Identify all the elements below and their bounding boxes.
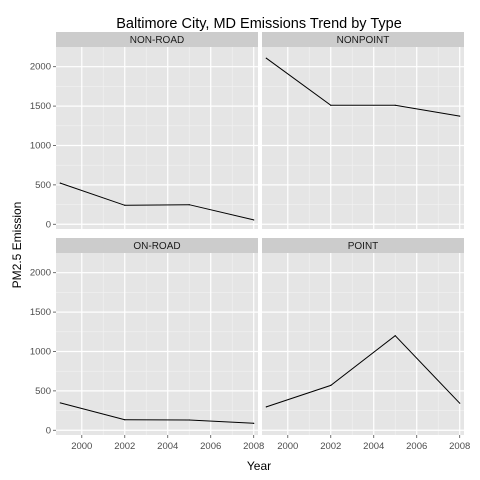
x-axis-title: Year [247,459,271,473]
data-point [188,204,190,206]
series-line-on-road [60,402,254,424]
strip-label: NON-ROAD [130,35,184,46]
x-tick-label: 2004 [157,441,178,452]
panel-background [56,253,258,435]
y-tick-label: 500 [35,180,51,191]
strip-label: NONPOINT [337,35,390,46]
data-point [459,402,461,404]
y-tick-label: 1000 [30,346,51,357]
data-point [265,406,267,408]
data-point [394,104,396,106]
data-point [59,182,61,184]
x-tick-label: 2006 [200,441,221,452]
data-point [253,422,255,424]
x-tick-label: 2006 [406,441,427,452]
data-point [59,402,61,404]
data-point [253,219,255,221]
strip-background [262,32,464,47]
panel-background [56,47,258,229]
y-tick-label: 500 [35,386,51,397]
x-tick-label: 2000 [277,441,298,452]
facet-panels: NON-ROAD 0 500 1000 1500 2000 NONPOINT ON-ROAD 0… [30,32,470,452]
strip-background [262,238,464,253]
panel-nonpoint: NONPOINT [262,32,464,229]
y-tick-label: 0 [46,425,51,436]
x-tick-label: 2008 [243,441,264,452]
strip-background [56,32,258,47]
y-tick-label: 1000 [30,140,51,151]
y-tick-label: 1500 [30,101,51,112]
data-point [124,419,126,421]
panel-on-road: ON-ROAD 0 500 1000 1500 2000 2000 2002 2004 2006 2… [30,238,264,452]
series-line-point [266,335,461,408]
panel-point: POINT 2000 2002 2004 2006 2008 [262,238,470,452]
data-point [394,335,396,337]
data-point [188,419,190,421]
panel-background [262,47,464,229]
series-line-non-road [60,182,254,221]
series-line-nonpoint [266,57,460,117]
x-tick-label: 2002 [114,441,135,452]
y-tick-label: 2000 [30,62,51,73]
y-tick-label: 1500 [30,307,51,318]
y-tick-label: 2000 [30,268,51,279]
strip-label: ON-ROAD [133,241,180,252]
data-point [265,57,267,59]
data-point [330,384,332,386]
panel-non-road: NON-ROAD 0 500 1000 1500 2000 [30,32,258,230]
chart-title: Baltimore City, MD Emissions Trend by Ty… [116,16,402,32]
x-tick-label: 2008 [449,441,470,452]
panel-background [262,253,464,435]
strip-label: POINT [348,241,379,252]
x-tick-label: 2004 [363,441,384,452]
strip-background [56,238,258,253]
data-point [124,204,126,206]
data-point [459,115,461,117]
y-tick-label: 0 [46,219,51,230]
x-tick-label: 2000 [71,441,92,452]
x-tick-label: 2002 [320,441,341,452]
y-axis-title: PM2.5 Emission [10,202,24,289]
data-point [330,104,332,106]
